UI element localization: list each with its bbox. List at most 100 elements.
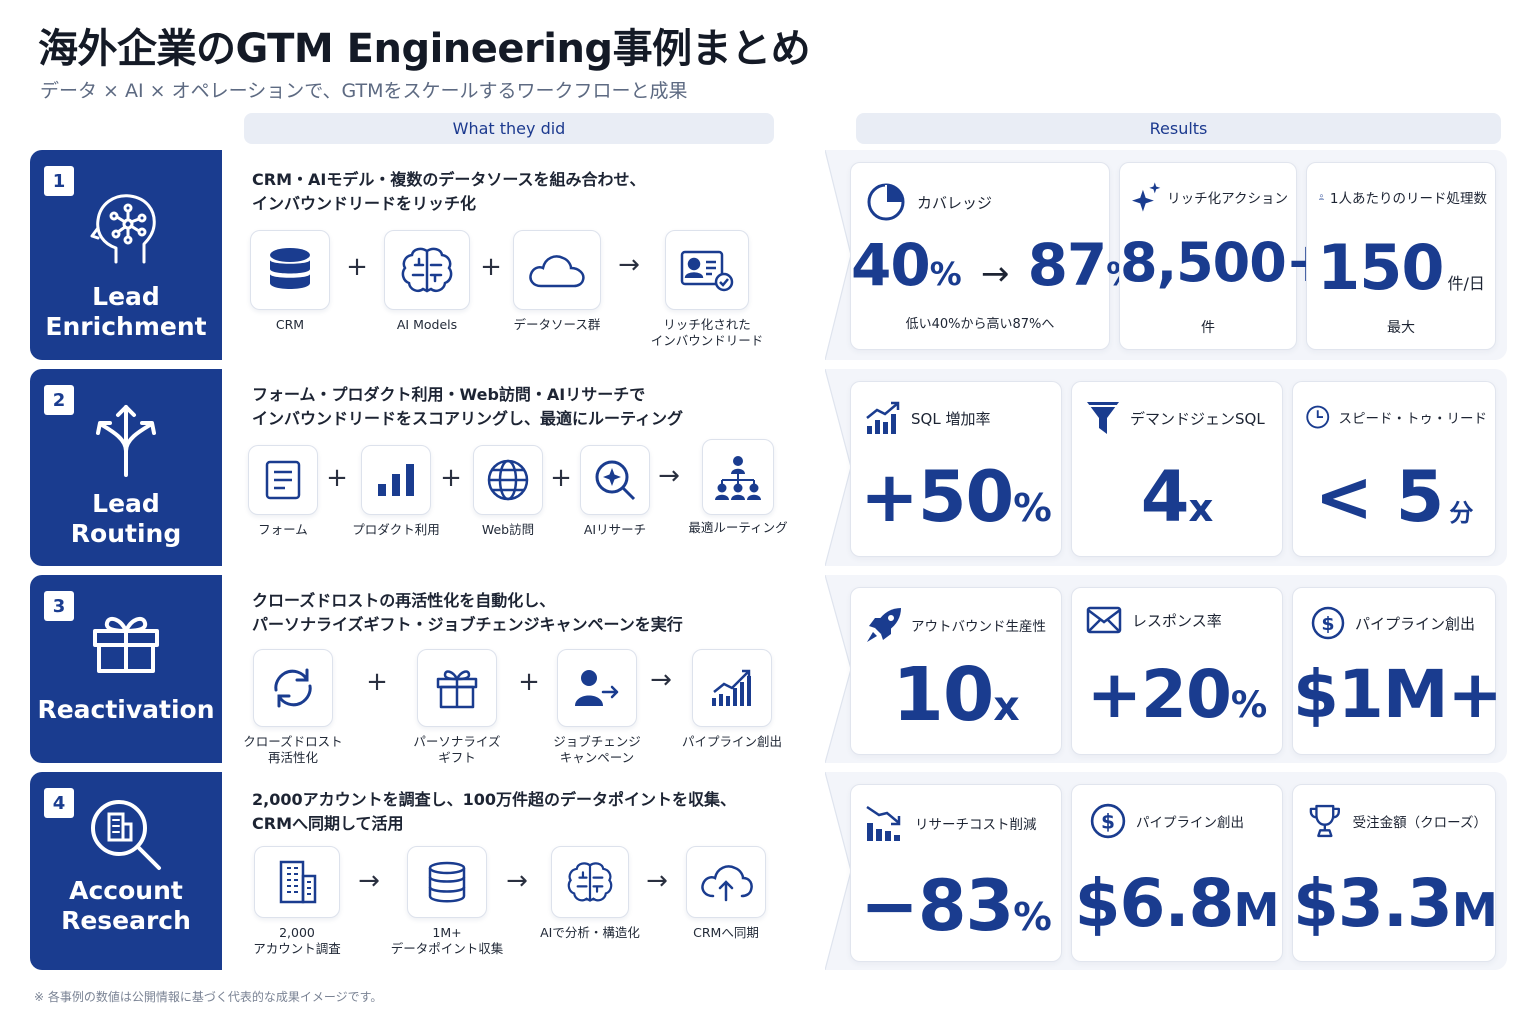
clock-icon — [1306, 405, 1330, 429]
step-crm: CRM — [248, 230, 332, 333]
step-account-research: 2,000 アカウント調査 — [242, 846, 352, 957]
step-data-collection: 1M+ データポイント収集 — [382, 846, 512, 957]
result-label: リサーチコスト削減 — [915, 817, 1037, 833]
step-product-usage: プロダクト利用 — [348, 445, 444, 538]
step-label-line2: ギフト — [438, 750, 476, 765]
pie-chart-icon — [867, 183, 905, 221]
gift-icon — [417, 649, 497, 727]
routing-arrows-icon — [30, 403, 222, 479]
result-value: $3.3M — [1293, 865, 1498, 942]
result-value: 10x — [892, 652, 1020, 738]
step-label-line2: 再活性化 — [267, 750, 318, 765]
case-name-line1: Lead — [92, 282, 160, 311]
building-icon — [254, 846, 340, 918]
result-sublabel: 最大 — [1387, 320, 1415, 336]
step-label: プロダクト利用 — [352, 522, 440, 537]
column-header-what: What they did — [244, 113, 774, 144]
result-card-sql-growth: SQL 増加率 +50% — [850, 381, 1062, 557]
step-label: AI Models — [396, 317, 458, 332]
step-ai-models: AI Models — [372, 230, 482, 333]
step-label-line1: ジョブチェンジ — [553, 734, 641, 749]
bar-chart-icon — [361, 445, 431, 515]
result-card-research-cost: リサーチコスト削減 −83% — [850, 784, 1062, 962]
profile-check-icon — [665, 230, 749, 310]
chevron-divider — [825, 150, 851, 360]
step-label: データソース群 — [513, 317, 601, 332]
sparkle-icon — [1132, 182, 1161, 212]
case-description-line1: フォーム・プロダクト利用・Web訪問・AIリサーチで — [252, 385, 646, 404]
result-value: 4x — [1140, 456, 1214, 538]
plus-operator: + — [366, 667, 388, 697]
result-label: カバレッジ — [917, 193, 993, 212]
dollar-icon: $ — [1311, 606, 1345, 640]
case-name-line2: Enrichment — [45, 312, 207, 341]
case-name-line1: Reactivation — [37, 695, 215, 724]
arrow-operator: → — [646, 866, 668, 896]
chevron-divider — [825, 575, 851, 763]
arrow-operator: → — [618, 250, 640, 280]
chevron-divider — [825, 772, 851, 970]
result-value: 150 件/日 — [1317, 231, 1485, 304]
what-they-did-panel: 2,000アカウントを調査し、100万件超のデータポイントを収集、 CRMへ同期… — [222, 772, 825, 970]
result-card-closed-won: 受注金額（クローズ） $3.3M — [1292, 784, 1498, 962]
case-number: 1 — [44, 166, 74, 196]
rocket-icon — [867, 608, 901, 642]
trophy-icon — [1309, 804, 1340, 838]
step-personalized-gift: パーソナライズ ギフト — [402, 649, 512, 766]
result-card-pipeline-creation: $ パイプライン創出 $1M+ — [1292, 587, 1503, 755]
what-they-did-panel: フォーム・プロダクト利用・Web訪問・AIリサーチで インバウンドリードをスコア… — [222, 369, 825, 566]
head-network-icon — [30, 188, 222, 268]
step-optimal-routing: 最適ルーティング — [678, 439, 798, 536]
result-label: 1人あたりのリード処理数 — [1329, 191, 1487, 207]
refresh-icon — [253, 649, 333, 727]
pipeline-chart-icon — [692, 649, 772, 727]
form-icon — [248, 445, 318, 515]
column-header-results: Results — [856, 113, 1501, 144]
cloud-icon — [513, 230, 601, 310]
arrow-operator: → — [506, 866, 528, 896]
arrow-operator: → — [650, 665, 672, 695]
result-value: −83% — [860, 865, 1052, 947]
result-card-demand-gen-sql: デマンドジェンSQL 4x — [1071, 381, 1283, 557]
step-label: AIで分析・構造化 — [540, 925, 640, 940]
case-description-line1: クローズドロストの再活性化を自動化し、 — [252, 591, 556, 610]
database-icon — [407, 846, 487, 918]
result-card-pipeline-generated: $ パイプライン創出 $6.8M — [1071, 784, 1283, 962]
plus-operator: + — [346, 252, 368, 282]
result-label: パイプライン創出 — [1136, 815, 1244, 831]
case-row-reactivation: 3 Reactivation クローズドロストの再活性化を自動化し、 パーソナラ… — [30, 575, 1507, 766]
ai-search-icon — [580, 445, 650, 515]
step-data-sources: データソース群 — [502, 230, 612, 333]
case-description-line2: インバウンドリードをスコアリングし、最適にルーティング — [252, 409, 684, 428]
mail-icon — [1086, 606, 1122, 634]
plus-operator: + — [326, 463, 348, 493]
step-label-line2: キャンペーン — [559, 750, 635, 765]
step-web-visit: Web訪問 — [462, 445, 554, 538]
case-name-line1: Lead — [92, 489, 160, 518]
what-they-did-panel: クローズドロストの再活性化を自動化し、 パーソナライズギフト・ジョブチェンジキャ… — [222, 575, 825, 766]
case-name-line2: Research — [61, 906, 191, 935]
result-label: スピード・トゥ・リード — [1338, 411, 1488, 427]
growth-chart-icon — [866, 401, 900, 434]
case-description-line2: CRMへ同期して活用 — [252, 814, 404, 833]
result-label: デマンドジェンSQL — [1130, 409, 1265, 428]
step-label: AIリサーチ — [583, 522, 647, 537]
step-label: CRM — [275, 317, 305, 332]
case-row-account-research: 4 Account Research 2,000アカウントを調査し、100万件超… — [30, 772, 1507, 970]
result-value: 40% → 87%+ — [851, 231, 1165, 299]
arrow-operator: → — [358, 866, 380, 896]
step-pipeline-creation: パイプライン創出 — [672, 649, 792, 750]
person-arrow-icon — [557, 649, 637, 727]
result-card-enrich-actions: リッチ化アクション 8,500+ 件 — [1119, 162, 1331, 350]
step-ai-research: AIリサーチ — [570, 445, 660, 538]
plus-operator: + — [480, 252, 502, 282]
step-label-line1: クローズドロスト — [243, 734, 343, 749]
what-they-did-panel: CRM・AIモデル・複数のデータソースを組み合わせ、 インバウンドリードをリッチ… — [222, 150, 825, 360]
step-label-line2: データポイント収集 — [390, 941, 504, 956]
step-label: 最適ルーティング — [688, 520, 788, 535]
brain-icon — [384, 230, 470, 310]
step-label-line1: パーソナライズ — [413, 734, 501, 749]
case-description-line2: パーソナライズギフト・ジョブチェンジキャンペーンを実行 — [252, 615, 683, 634]
step-label: パイプライン創出 — [681, 734, 782, 749]
svg-text:$: $ — [1101, 809, 1115, 833]
